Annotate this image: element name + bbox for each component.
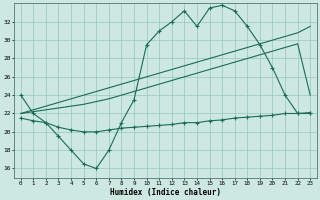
X-axis label: Humidex (Indice chaleur): Humidex (Indice chaleur): [110, 188, 221, 197]
